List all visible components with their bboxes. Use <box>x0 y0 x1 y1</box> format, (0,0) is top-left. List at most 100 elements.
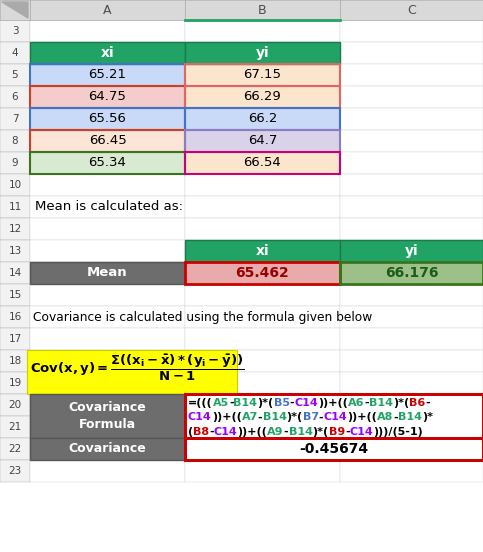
FancyBboxPatch shape <box>340 86 483 108</box>
FancyBboxPatch shape <box>30 394 185 416</box>
FancyBboxPatch shape <box>0 306 30 328</box>
FancyBboxPatch shape <box>30 460 185 482</box>
FancyBboxPatch shape <box>340 438 483 460</box>
Text: B: B <box>258 3 267 17</box>
FancyBboxPatch shape <box>30 130 185 152</box>
FancyBboxPatch shape <box>0 174 30 196</box>
Text: yi: yi <box>256 46 270 60</box>
Text: 15: 15 <box>8 290 22 300</box>
FancyBboxPatch shape <box>30 306 185 328</box>
Text: 10: 10 <box>8 180 22 190</box>
FancyBboxPatch shape <box>30 438 185 460</box>
FancyBboxPatch shape <box>185 64 340 86</box>
Text: 4: 4 <box>12 48 18 58</box>
FancyBboxPatch shape <box>340 196 483 218</box>
FancyBboxPatch shape <box>340 240 483 262</box>
FancyBboxPatch shape <box>0 0 30 20</box>
Text: B14: B14 <box>233 398 257 408</box>
FancyBboxPatch shape <box>27 350 237 394</box>
Text: 21: 21 <box>8 422 22 432</box>
FancyBboxPatch shape <box>0 372 30 394</box>
Text: -: - <box>393 412 398 422</box>
FancyBboxPatch shape <box>0 20 30 42</box>
FancyBboxPatch shape <box>30 218 185 240</box>
Text: )*: )* <box>422 412 433 422</box>
Text: Mean: Mean <box>87 267 128 279</box>
FancyBboxPatch shape <box>185 20 340 42</box>
FancyBboxPatch shape <box>0 350 30 372</box>
FancyBboxPatch shape <box>30 174 185 196</box>
Text: C: C <box>407 3 416 17</box>
FancyBboxPatch shape <box>185 284 340 306</box>
FancyBboxPatch shape <box>340 20 483 42</box>
FancyBboxPatch shape <box>0 438 30 460</box>
Text: C14: C14 <box>324 412 347 422</box>
Text: 18: 18 <box>8 356 22 366</box>
Text: A8: A8 <box>377 412 393 422</box>
FancyBboxPatch shape <box>0 218 30 240</box>
FancyBboxPatch shape <box>30 152 185 174</box>
Text: B9: B9 <box>328 427 345 437</box>
Text: ))+((: ))+(( <box>238 427 268 437</box>
FancyBboxPatch shape <box>185 218 340 240</box>
Text: A: A <box>103 3 112 17</box>
Text: Mean is calculated as:: Mean is calculated as: <box>35 200 183 214</box>
FancyBboxPatch shape <box>340 130 483 152</box>
FancyBboxPatch shape <box>30 108 185 130</box>
Text: B14: B14 <box>369 398 393 408</box>
Text: -: - <box>229 398 233 408</box>
FancyBboxPatch shape <box>30 240 185 262</box>
FancyBboxPatch shape <box>185 416 340 438</box>
Text: -0.45674: -0.45674 <box>299 442 369 456</box>
FancyBboxPatch shape <box>30 86 185 108</box>
Text: )*(: )*( <box>257 398 274 408</box>
Text: -: - <box>258 412 262 422</box>
Text: 64.75: 64.75 <box>88 91 127 104</box>
FancyBboxPatch shape <box>185 394 340 416</box>
Text: 9: 9 <box>12 158 18 168</box>
FancyBboxPatch shape <box>340 174 483 196</box>
FancyBboxPatch shape <box>340 394 483 416</box>
FancyBboxPatch shape <box>185 394 483 438</box>
Text: B6: B6 <box>409 398 425 408</box>
Polygon shape <box>2 2 28 18</box>
FancyBboxPatch shape <box>185 372 340 394</box>
FancyBboxPatch shape <box>185 86 340 108</box>
Text: 19: 19 <box>8 378 22 388</box>
FancyBboxPatch shape <box>30 372 185 394</box>
FancyBboxPatch shape <box>185 438 483 460</box>
Text: ))+((: ))+(( <box>347 412 377 422</box>
Text: Covariance is calculated using the formula given below: Covariance is calculated using the formu… <box>33 310 372 323</box>
FancyBboxPatch shape <box>185 0 340 20</box>
FancyBboxPatch shape <box>30 64 185 86</box>
FancyBboxPatch shape <box>340 218 483 240</box>
Text: 65.462: 65.462 <box>236 266 289 280</box>
Text: xi: xi <box>256 244 270 258</box>
FancyBboxPatch shape <box>30 262 185 284</box>
FancyBboxPatch shape <box>30 20 185 42</box>
Text: C14: C14 <box>214 427 238 437</box>
Text: 3: 3 <box>12 26 18 36</box>
Text: Covariance
Formula: Covariance Formula <box>69 401 146 431</box>
Text: C14: C14 <box>188 412 212 422</box>
Text: xi: xi <box>100 46 114 60</box>
FancyBboxPatch shape <box>340 416 483 438</box>
Text: 17: 17 <box>8 334 22 344</box>
FancyBboxPatch shape <box>185 240 340 262</box>
FancyBboxPatch shape <box>30 196 185 218</box>
FancyBboxPatch shape <box>0 42 30 64</box>
Text: B7: B7 <box>303 412 319 422</box>
Text: 65.34: 65.34 <box>88 157 127 169</box>
Text: =(((: =((( <box>188 398 213 408</box>
Text: $\mathbf{Cov(x,y) =} \dfrac{\mathbf{\Sigma((x_i - \bar{x}) * (y_i - \bar{y}))}}{: $\mathbf{Cov(x,y) =} \dfrac{\mathbf{\Sig… <box>30 353 244 383</box>
Text: 11: 11 <box>8 202 22 212</box>
Text: 20: 20 <box>8 400 22 410</box>
FancyBboxPatch shape <box>30 130 185 152</box>
FancyBboxPatch shape <box>185 130 340 152</box>
Text: 8: 8 <box>12 136 18 146</box>
FancyBboxPatch shape <box>0 328 30 350</box>
FancyBboxPatch shape <box>185 306 340 328</box>
Text: C14: C14 <box>294 398 318 408</box>
Text: C14: C14 <box>350 427 373 437</box>
Text: -: - <box>209 427 214 437</box>
